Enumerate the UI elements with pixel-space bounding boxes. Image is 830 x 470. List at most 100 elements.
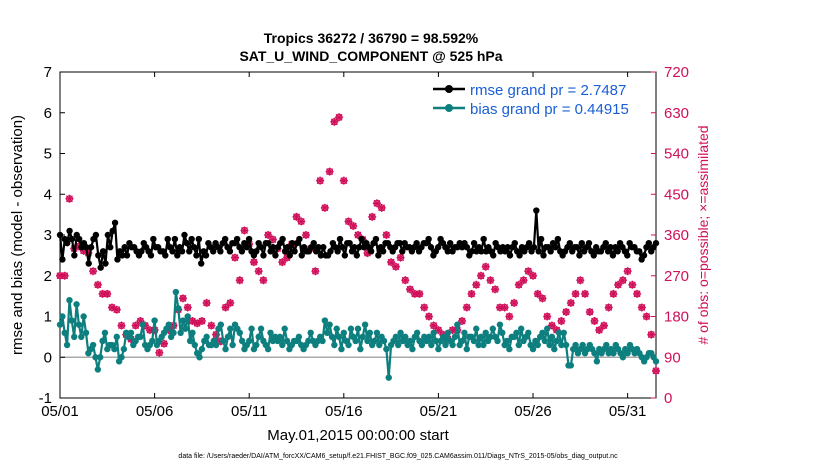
bias-point [179, 317, 187, 324]
rmse-point [193, 252, 200, 259]
obs-assimilated-marker [382, 231, 391, 239]
bias-point [238, 337, 246, 345]
bias-point [496, 321, 504, 328]
obs-assimilated-marker [604, 303, 613, 312]
obs-assimilated-marker [178, 294, 187, 303]
obs-assimilated-marker [547, 321, 556, 330]
obs-assimilated-marker [529, 271, 538, 280]
bias-point [70, 333, 78, 341]
bias-point [371, 337, 378, 345]
rmse-point [336, 235, 344, 243]
obs-assimilated-marker [495, 303, 504, 312]
bias-point [196, 354, 203, 361]
bias-point [264, 345, 272, 353]
bias-point [418, 341, 426, 349]
rmse-point [320, 244, 327, 251]
rmse-point [602, 239, 609, 247]
bias-point [439, 333, 447, 341]
obs-assimilated-marker [193, 319, 202, 328]
rmse-point [490, 252, 497, 259]
x-tick-label: 05/21 [420, 403, 458, 420]
obs-assimilated-marker [462, 303, 471, 312]
rmse-point [195, 235, 203, 243]
obs-assimilated-marker [56, 271, 64, 280]
bias-point [246, 337, 253, 345]
obs-assimilated-marker [609, 289, 618, 298]
bias-point [487, 333, 494, 341]
obs-assimilated-marker [188, 317, 197, 326]
bias-point [553, 337, 560, 345]
bias-point [75, 321, 83, 328]
bias-point [359, 333, 366, 341]
rmse-point [353, 252, 361, 259]
rmse-point [511, 239, 518, 247]
obs-assimilated-marker [628, 280, 637, 289]
bias-point [118, 354, 125, 361]
rmse-point [183, 239, 191, 247]
bias-point [345, 341, 352, 349]
y-tick-label-left: 2 [44, 268, 52, 285]
rmse-point [607, 244, 614, 251]
bias-point [149, 337, 156, 345]
bias-point [499, 329, 506, 336]
bias-point [331, 341, 338, 349]
rmse-point [138, 248, 145, 255]
rmse-point [375, 252, 382, 259]
bias-point [182, 325, 189, 332]
obs-assimilated-marker [363, 249, 372, 258]
bias-point [73, 301, 80, 308]
rmse-point [652, 239, 660, 247]
bias-point [236, 329, 243, 336]
obs-assimilated-marker [571, 289, 580, 298]
bias-point [89, 341, 97, 349]
right-y-axis: 0 90 180 270 360 450 540 630 720 [651, 64, 689, 407]
x-tick-label: 05/06 [136, 403, 174, 420]
rmse-point [198, 260, 205, 267]
legend-bias-marker [445, 104, 453, 112]
bias-point [255, 333, 262, 341]
bias-point [170, 329, 177, 336]
y-tick-label-left: 3 [44, 227, 52, 244]
obs-assimilated-marker [372, 199, 381, 208]
bias-point [366, 329, 374, 336]
y-tick-label-left: 6 [44, 105, 52, 122]
y-tick-label-left: 0 [44, 349, 52, 366]
obs-assimilated-marker [112, 305, 121, 314]
obs-assimilated-marker [429, 321, 438, 330]
bias-point [139, 321, 146, 328]
obs-assimilated-marker [136, 317, 145, 326]
bias-point [385, 374, 392, 381]
rmse-point [470, 239, 478, 247]
rmse-point [463, 244, 471, 251]
obs-assimilated-marker [524, 267, 533, 276]
bias-point [544, 325, 551, 332]
bias-point [59, 313, 66, 320]
bias-point [267, 329, 274, 336]
bias-point [295, 333, 303, 341]
rmse-point [269, 244, 277, 251]
y-tick-label-right: 450 [664, 186, 689, 203]
bias-point [257, 325, 265, 332]
rmse-point [87, 244, 95, 251]
rmse-point [341, 252, 349, 259]
bias-point [551, 345, 558, 353]
obs-assimilated-marker [599, 321, 608, 330]
obs-assimilated-marker [510, 298, 519, 307]
obs-assimilated-marker [401, 276, 410, 285]
bias-point [347, 325, 355, 332]
rmse-point [245, 235, 253, 243]
y-axis-label-left: rmse and bias (model - observation) [9, 115, 26, 355]
obs-assimilated-marker [595, 326, 604, 335]
bias-point [111, 345, 118, 353]
obs-assimilated-marker [259, 276, 268, 285]
bias-point [494, 337, 501, 345]
bias-point [283, 337, 291, 345]
obs-assimilated-marker [410, 289, 419, 298]
rmse-point [59, 256, 66, 263]
bias-point [458, 337, 466, 345]
obs-assimilated-marker [126, 335, 135, 344]
bias-point [562, 341, 570, 349]
obs-assimilated-marker [476, 271, 485, 280]
rmse-point [554, 235, 562, 243]
bias-point [352, 337, 359, 345]
